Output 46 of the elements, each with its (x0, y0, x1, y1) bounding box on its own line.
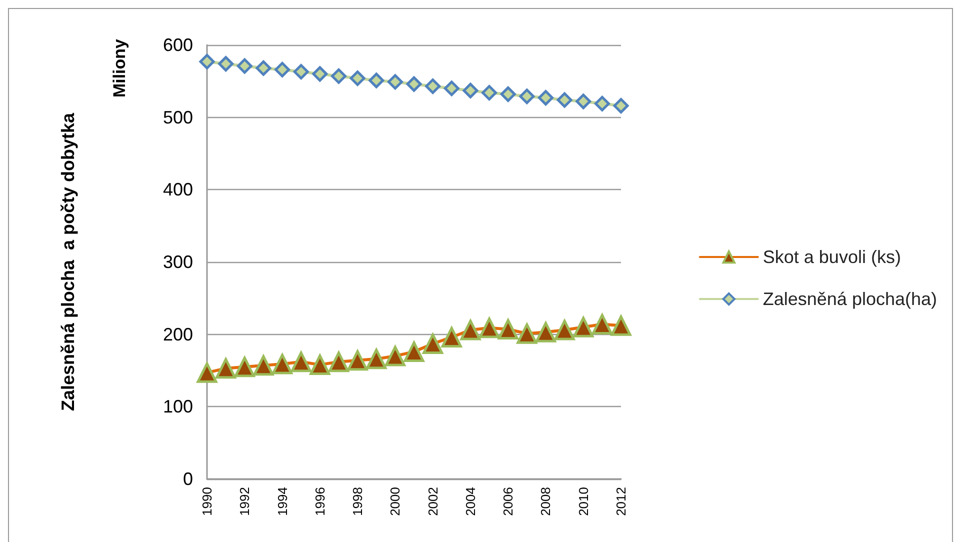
y-tick-label: 200 (162, 324, 193, 344)
y-tick-label: 100 (162, 396, 193, 417)
y-tick-label: 400 (162, 180, 193, 200)
point (368, 72, 384, 88)
point (199, 54, 215, 70)
x-tick-label: 2012 (614, 487, 628, 516)
legend-label: Skot a buvoli (ks) (762, 247, 901, 267)
point (613, 98, 629, 114)
point (425, 78, 441, 94)
x-tick-label: 2006 (500, 487, 516, 516)
x-tick-label: 2002 (425, 487, 440, 516)
point (218, 56, 234, 72)
point (462, 82, 478, 98)
point (350, 70, 366, 86)
y-tick-label: 0 (182, 469, 193, 489)
point (256, 60, 272, 76)
x-tick-label: 1990 (200, 487, 214, 516)
x-tick-label: 1998 (350, 487, 366, 516)
point (444, 80, 460, 96)
x-tick-label: 2004 (462, 487, 478, 516)
point (576, 94, 592, 110)
x-tick-label: 2010 (576, 487, 591, 516)
point (236, 58, 252, 74)
point (519, 88, 535, 104)
point (387, 74, 403, 90)
point (312, 66, 328, 82)
x-tick-label: 2008 (538, 487, 554, 516)
point (274, 62, 290, 78)
x-tick-label: 1994 (274, 487, 290, 516)
point (556, 92, 572, 108)
y-tick-label: 500 (162, 107, 193, 128)
x-tick-label: 1992 (237, 487, 252, 516)
x-tick-label: 1996 (312, 487, 328, 516)
point (594, 96, 610, 112)
y-tick-label: 300 (162, 252, 193, 272)
text: Miliony (110, 38, 129, 98)
x-tick-label: 2000 (388, 487, 403, 516)
point (482, 84, 498, 100)
point (293, 64, 309, 80)
point (538, 90, 554, 106)
point (406, 76, 422, 92)
point (330, 68, 346, 84)
legend-label: Zalesněná plocha(ha) (762, 289, 938, 309)
y-tick-label: 600 (162, 35, 193, 55)
point (500, 86, 516, 102)
y-axis-title: Zalesněná plocha a počty dobytka (58, 112, 78, 412)
